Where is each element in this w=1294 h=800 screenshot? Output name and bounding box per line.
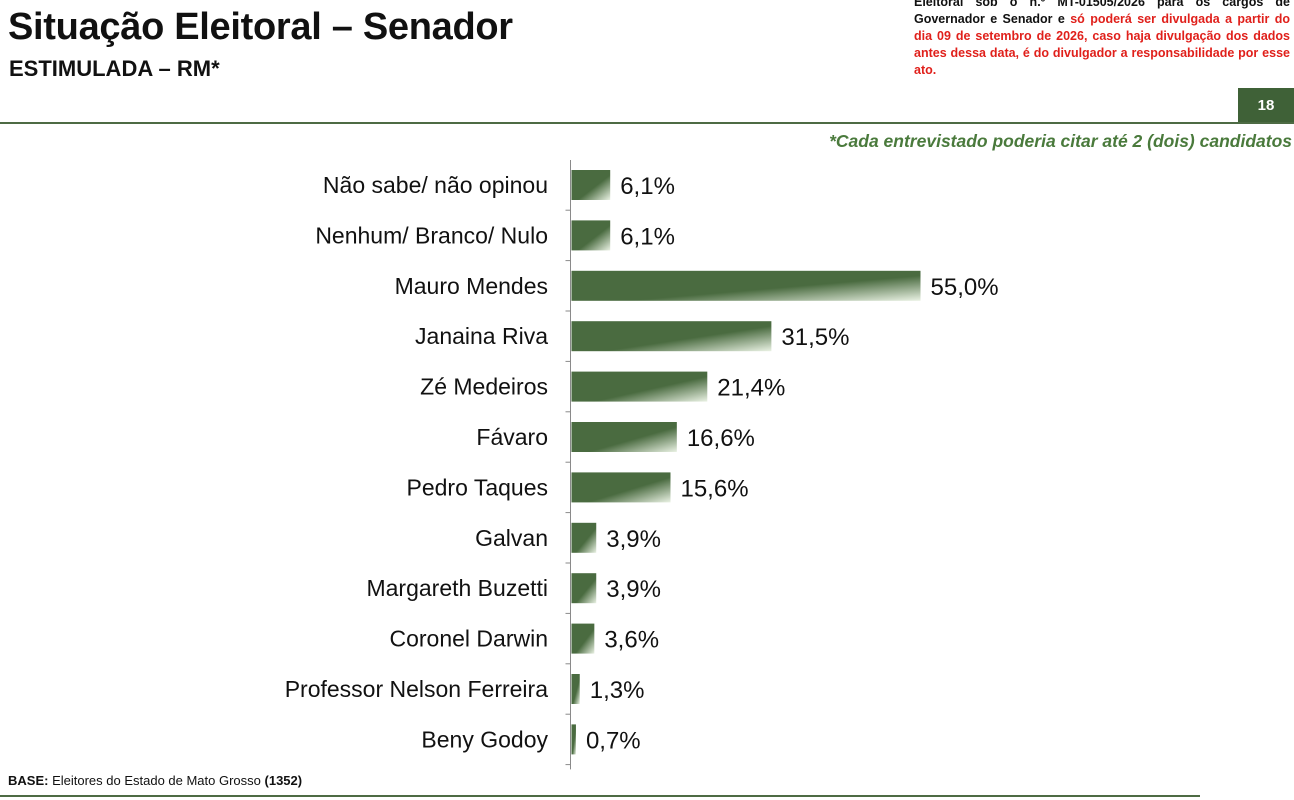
category-label: Professor Nelson Ferreira bbox=[285, 676, 549, 702]
base-text: Eleitores do Estado de Mato Grosso bbox=[48, 773, 265, 788]
category-label: Nenhum/ Branco/ Nulo bbox=[315, 222, 548, 248]
footer-divider bbox=[0, 795, 1200, 797]
category-label: Não sabe/ não opinou bbox=[323, 172, 548, 198]
data-label: 3,9% bbox=[606, 526, 661, 553]
data-label: 16,6% bbox=[687, 425, 755, 452]
category-label: Fávaro bbox=[476, 424, 548, 450]
notice-warning-text: só poderá ser divulgada a partir do dia … bbox=[914, 12, 1290, 77]
base-count: (1352) bbox=[264, 773, 303, 788]
disclosure-notice: Eleitoral sob o n.º MT-01505/2026 para o… bbox=[914, 0, 1290, 79]
data-label: 6,1% bbox=[620, 173, 675, 200]
bar bbox=[571, 371, 708, 402]
category-label: Janaina Riva bbox=[415, 323, 548, 349]
notice-text: Eleitoral sob o n.º MT-01505/2026 para o… bbox=[914, 0, 1290, 26]
bar bbox=[571, 220, 611, 251]
header-divider bbox=[0, 122, 1294, 124]
bar bbox=[571, 623, 595, 654]
data-label: 6,1% bbox=[620, 223, 675, 250]
bar bbox=[571, 573, 597, 604]
bar bbox=[571, 522, 597, 553]
base-label: BASE: bbox=[8, 773, 49, 788]
chart-plot-area: Não sabe/ não opinou 6,1% Nenhum/ Branco/ … bbox=[285, 160, 999, 770]
bar bbox=[571, 724, 576, 755]
bar bbox=[571, 422, 677, 452]
chart-footnote: *Cada entrevistado poderia citar até 2 (… bbox=[829, 131, 1292, 151]
bar-chart: Não sabe/ não opinou 6,1% Nenhum/ Branco/ … bbox=[285, 160, 999, 770]
bar bbox=[571, 674, 580, 704]
data-label: 3,6% bbox=[604, 627, 659, 654]
page-number-badge: 18 bbox=[1238, 88, 1294, 122]
data-label: 15,6% bbox=[680, 475, 748, 502]
data-label: 31,5% bbox=[781, 324, 849, 351]
data-label: 21,4% bbox=[717, 375, 785, 402]
category-label: Beny Godoy bbox=[421, 726, 548, 752]
data-label: 55,0% bbox=[931, 274, 999, 301]
category-label: Galvan bbox=[475, 525, 548, 551]
bar bbox=[571, 321, 772, 352]
data-label: 3,9% bbox=[606, 576, 661, 603]
category-label: Mauro Mendes bbox=[395, 273, 548, 299]
data-label: 1,3% bbox=[590, 677, 645, 704]
page-subtitle: ESTIMULADA – RM* bbox=[9, 56, 220, 81]
bar bbox=[571, 270, 921, 301]
category-label: Coronel Darwin bbox=[389, 626, 548, 652]
page-title: Situação Eleitoral – Senador bbox=[8, 6, 513, 48]
bar bbox=[571, 472, 671, 503]
category-label: Margareth Buzetti bbox=[366, 575, 548, 601]
category-label: Pedro Taques bbox=[406, 474, 548, 500]
data-label: 0,7% bbox=[586, 727, 641, 754]
bar bbox=[571, 170, 611, 200]
category-label: Zé Medeiros bbox=[420, 374, 548, 400]
sample-base-note: BASE: Eleitores do Estado de Mato Grosso… bbox=[8, 773, 302, 788]
